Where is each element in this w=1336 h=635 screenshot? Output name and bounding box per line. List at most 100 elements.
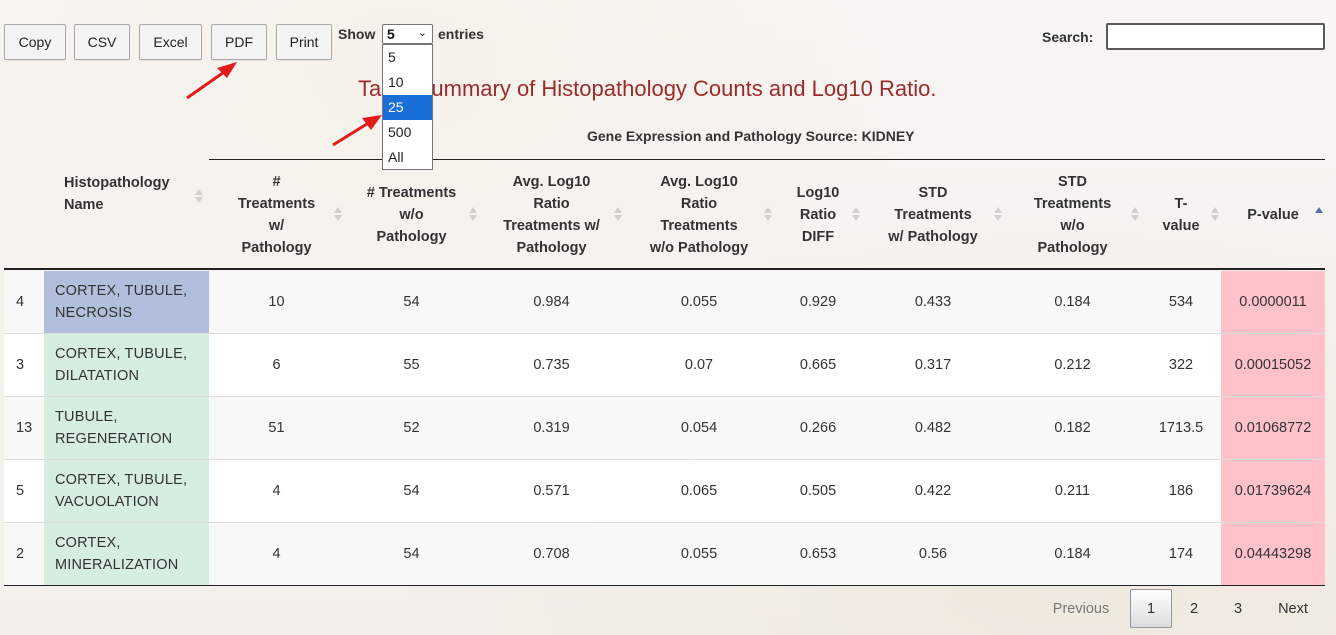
entries-select[interactable]: 5 ⌄ [382,24,433,44]
entries-option[interactable]: 500 [388,124,412,140]
column-header-avg-with[interactable]: Avg. Log10 Ratio Treatments w/Pathology [479,160,624,270]
cell-t-value: 322 [1168,357,1194,373]
entries-select-value: 5 [387,26,395,42]
csv-button[interactable]: CSV [74,24,130,60]
column-header-std-without[interactable]: STD Treatments w/o Pathology [1004,160,1141,270]
sort-icon [614,206,622,222]
annotation-arrow-icon [332,115,382,147]
entries-option[interactable]: 25 [383,95,432,120]
cell-t-value: 186 [1168,483,1194,499]
column-header-treatments-without[interactable]: # Treatments w/o Pathology [344,160,479,270]
entries-option[interactable]: 10 [388,74,404,90]
pdf-button[interactable]: PDF [211,24,267,60]
cell-treatments-with: 4 [272,546,281,562]
chevron-down-icon: ⌄ [417,27,427,39]
cell-treatments-without: 55 [403,357,420,373]
cell-histopathology-name: TUBULE, REGENERATION [44,397,209,459]
entries-option[interactable]: 5 [388,49,396,65]
sort-icon [334,206,342,222]
column-header-std-with[interactable]: STD Treatments w/ Pathology [862,160,1004,270]
sort-icon [195,188,203,204]
cell-t-value: 174 [1168,546,1194,562]
cell-std-with: 0.422 [914,483,952,499]
cell-p-value: 0.01739624 [1221,460,1325,522]
column-header-avg-without[interactable]: Avg. Log10 Ratio Treatments w/o Pathology [624,160,774,270]
entries-label: entries [438,26,484,42]
pagination-next[interactable]: Next [1278,600,1308,617]
sort-icon [994,206,1002,222]
column-header-diff[interactable]: Log10 Ratio DIFF [774,160,862,270]
excel-button[interactable]: Excel [139,24,202,60]
print-button[interactable]: Print [276,24,332,60]
column-header-t-value[interactable]: T-value [1141,160,1221,270]
row-index: 2 [16,546,25,562]
cell-avg-with: 0.319 [533,420,570,436]
column-header-label: Log10 Ratio DIFF [796,185,840,245]
cell-treatments-with: 4 [272,483,281,499]
cell-diff: 0.505 [799,483,837,499]
pagination-page[interactable]: 2 [1189,600,1199,617]
cell-std-with: 0.56 [918,546,948,562]
sort-icon [1131,206,1139,222]
cell-p-value: 0.04443298 [1221,523,1325,585]
table-row[interactable]: 2 CORTEX, MINERALIZATION 4 54 0.708 0.055 0.65… [4,523,1325,586]
column-header-label: Avg. Log10 Ratio Treatments w/Pathology [503,174,600,256]
cell-std-without: 0.182 [1054,420,1091,436]
cell-std-without: 0.184 [1054,294,1091,310]
cell-treatments-with: 6 [272,357,281,373]
row-index: 3 [16,357,25,373]
entries-dropdown-list[interactable]: 5 10 25 500 All [382,44,433,170]
cell-histopathology-name: CORTEX, TUBULE, NECROSIS [44,271,209,333]
column-header-treatments-with[interactable]: # Treatments w/Pathology [209,160,344,270]
show-label: Show [338,26,376,42]
search-label: Search: [1042,29,1094,45]
cell-avg-with: 0.984 [533,294,570,310]
column-header-label: T-value [1162,196,1200,234]
column-header-label: STD Treatments w/o Pathology [1033,174,1112,256]
cell-histopathology-name: CORTEX, TUBULE, DILATATION [44,334,209,396]
cell-diff: 0.266 [799,420,837,436]
sort-ascending-icon [1315,206,1323,222]
cell-avg-without: 0.054 [680,420,718,436]
column-header-histopathology-name[interactable]: Histopathology Name [44,160,209,270]
column-header-label: # Treatments w/Pathology [237,174,316,256]
column-header-label: P-value [1247,207,1299,223]
cell-p-value: 0.00015052 [1221,334,1325,396]
column-header-label: STD Treatments w/ Pathology [888,185,978,245]
pagination-previous[interactable]: Previous [1052,600,1110,617]
cell-avg-without: 0.065 [680,483,718,499]
search-input[interactable] [1106,23,1325,50]
table-row[interactable]: 4 CORTEX, TUBULE, NECROSIS 10 54 0.984 0.055 0… [4,271,1325,334]
row-index: 5 [16,483,25,499]
sort-icon [852,206,860,222]
cell-avg-with: 0.571 [533,483,570,499]
cell-diff: 0.653 [799,546,837,562]
table-row[interactable]: 5 CORTEX, TUBULE, VACUOLATION 4 54 0.571 0.06… [4,460,1325,523]
cell-avg-with: 0.708 [533,546,570,562]
cell-avg-without: 0.07 [684,357,714,373]
table-row[interactable]: 3 CORTEX, TUBULE, DILATATION 6 55 0.735 0.07 0… [4,334,1325,397]
cell-p-value: 0.0000011 [1221,271,1325,333]
column-header-label: Histopathology Name [64,175,170,213]
cell-std-without: 0.212 [1054,357,1091,373]
cell-t-value: 1713.5 [1158,420,1204,436]
cell-std-without: 0.184 [1054,546,1091,562]
cell-histopathology-name: CORTEX, MINERALIZATION [44,523,209,585]
annotation-arrow-icon [186,62,237,100]
table-caption: Table Summary of Histopathology Counts a… [358,76,937,101]
cell-t-value: 534 [1168,294,1194,310]
pagination-page[interactable]: 3 [1233,600,1243,617]
column-header-p-value[interactable]: P-value [1221,160,1325,270]
cell-avg-without: 0.055 [680,546,718,562]
pagination-page[interactable]: 1 [1130,589,1172,628]
copy-button[interactable]: Copy [4,24,66,60]
cell-avg-with: 0.735 [533,357,570,373]
sort-icon [1211,206,1219,222]
table-row[interactable]: 13 TUBULE, REGENERATION 51 52 0.319 0.054 0.26… [4,397,1325,460]
cell-treatments-without: 54 [403,483,420,499]
cell-diff: 0.929 [799,294,837,310]
entries-option[interactable]: All [388,149,404,165]
sort-icon [764,206,772,222]
table-header: Histopathology Name # Treatments w/Pathology… [4,160,1325,270]
cell-treatments-without: 52 [403,420,420,436]
